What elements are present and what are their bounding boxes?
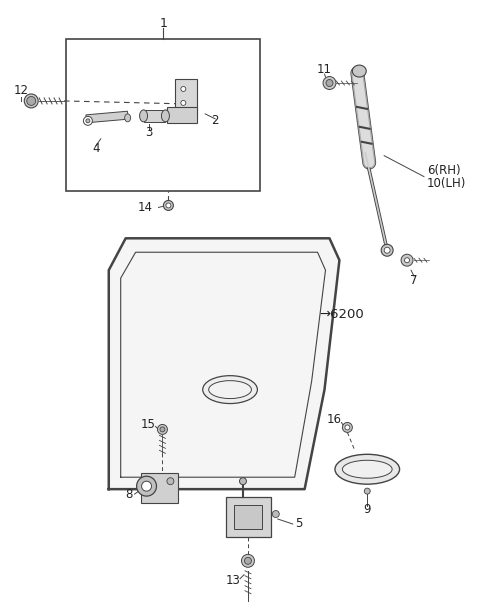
- Ellipse shape: [167, 478, 174, 485]
- Bar: [66, 39, 260, 190]
- Bar: [168, 107, 197, 123]
- Ellipse shape: [142, 481, 152, 491]
- Ellipse shape: [352, 65, 366, 77]
- Text: 6(RH): 6(RH): [427, 164, 460, 177]
- Text: 4: 4: [92, 142, 99, 155]
- Ellipse shape: [181, 86, 186, 91]
- Text: 10(LH): 10(LH): [427, 177, 466, 190]
- Ellipse shape: [381, 244, 393, 256]
- Text: →6200: →6200: [320, 308, 364, 322]
- Ellipse shape: [181, 100, 186, 105]
- Ellipse shape: [272, 511, 279, 517]
- Text: 8: 8: [125, 488, 132, 500]
- Text: 12: 12: [14, 85, 29, 97]
- Text: 16: 16: [327, 413, 342, 426]
- Text: 14: 14: [138, 201, 153, 214]
- Ellipse shape: [203, 376, 257, 404]
- Ellipse shape: [405, 258, 409, 263]
- Ellipse shape: [401, 254, 413, 266]
- Ellipse shape: [345, 425, 350, 430]
- Text: 11: 11: [317, 63, 332, 75]
- Ellipse shape: [209, 381, 252, 399]
- Bar: [141, 473, 179, 503]
- Polygon shape: [109, 238, 339, 489]
- Ellipse shape: [342, 460, 392, 478]
- Ellipse shape: [241, 554, 254, 567]
- Text: 2: 2: [211, 114, 219, 127]
- Bar: [86, 111, 128, 123]
- Text: 1: 1: [159, 17, 168, 30]
- Ellipse shape: [160, 427, 165, 432]
- Bar: [226, 497, 271, 537]
- Ellipse shape: [164, 201, 173, 210]
- Ellipse shape: [342, 423, 352, 432]
- Ellipse shape: [384, 247, 390, 254]
- Text: 13: 13: [226, 574, 240, 587]
- Text: 7: 7: [410, 274, 418, 286]
- Bar: [234, 505, 262, 529]
- Ellipse shape: [157, 424, 168, 434]
- Bar: [175, 79, 197, 117]
- Text: 15: 15: [141, 418, 156, 431]
- Bar: [144, 110, 166, 122]
- Ellipse shape: [84, 116, 92, 125]
- Ellipse shape: [24, 94, 38, 108]
- Ellipse shape: [137, 476, 156, 496]
- Ellipse shape: [364, 488, 370, 494]
- Ellipse shape: [86, 119, 90, 123]
- Text: 9: 9: [363, 503, 371, 516]
- Ellipse shape: [326, 80, 333, 86]
- Text: 5: 5: [295, 517, 302, 531]
- Ellipse shape: [140, 110, 147, 122]
- Ellipse shape: [244, 558, 252, 564]
- Ellipse shape: [125, 114, 131, 122]
- Text: 3: 3: [145, 126, 152, 139]
- Ellipse shape: [323, 77, 336, 89]
- Ellipse shape: [335, 454, 399, 484]
- Ellipse shape: [161, 110, 169, 122]
- Ellipse shape: [166, 203, 171, 208]
- Text: c: c: [227, 385, 233, 395]
- Ellipse shape: [27, 97, 36, 105]
- Ellipse shape: [240, 478, 246, 485]
